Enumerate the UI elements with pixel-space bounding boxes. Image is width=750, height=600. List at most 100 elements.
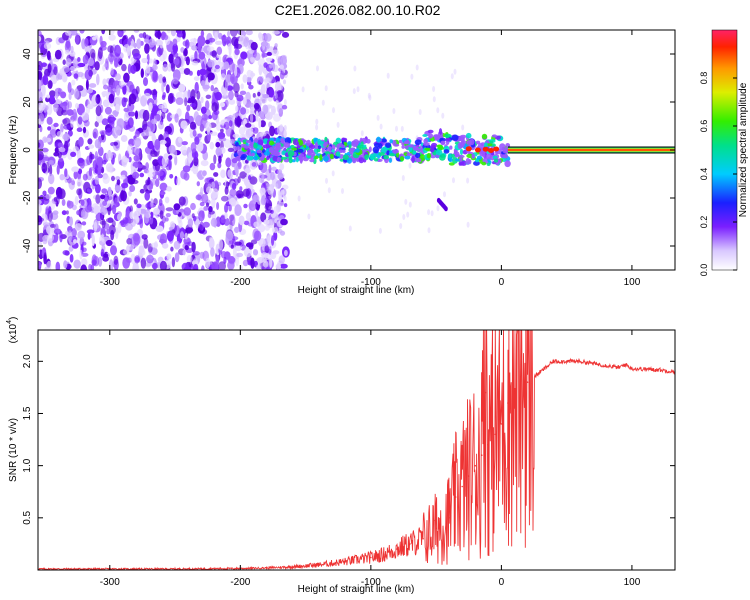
noise-blob bbox=[153, 96, 158, 106]
noise-blob bbox=[138, 33, 144, 38]
band-point bbox=[309, 159, 315, 163]
noise-blob bbox=[127, 144, 134, 155]
band-point bbox=[323, 155, 329, 162]
noise-blob bbox=[211, 181, 216, 189]
noise-blob bbox=[170, 246, 174, 252]
noise-blob bbox=[236, 115, 241, 128]
noise-blob bbox=[41, 147, 49, 153]
band-point bbox=[366, 138, 371, 144]
noise-blob bbox=[105, 127, 113, 136]
noise-blob bbox=[218, 61, 226, 70]
noise-blob bbox=[73, 170, 78, 180]
noise-blob bbox=[184, 232, 188, 240]
band-point bbox=[332, 144, 336, 150]
noise-blob bbox=[123, 44, 131, 53]
noise-blob bbox=[144, 43, 150, 54]
band-point bbox=[385, 142, 392, 148]
faint-point bbox=[392, 108, 396, 114]
noise-blob bbox=[200, 30, 205, 37]
noise-blob bbox=[214, 31, 219, 41]
noise-blob bbox=[115, 227, 119, 240]
noise-blob bbox=[126, 245, 130, 253]
x-tick-label: 0 bbox=[499, 277, 505, 288]
noise-blob bbox=[143, 77, 148, 87]
noise-blob bbox=[38, 113, 45, 125]
faint-point bbox=[368, 94, 372, 101]
noise-blob bbox=[239, 186, 243, 192]
noise-blob bbox=[130, 64, 137, 74]
noise-blob bbox=[205, 257, 211, 269]
noise-blob bbox=[174, 58, 180, 66]
noise-blob bbox=[56, 164, 60, 175]
band-point bbox=[281, 139, 285, 144]
noise-blob bbox=[206, 46, 215, 52]
noise-blob bbox=[57, 188, 66, 200]
band-point bbox=[307, 152, 312, 156]
noise-blob bbox=[90, 166, 95, 171]
band-point bbox=[417, 158, 422, 163]
noise-blob bbox=[245, 164, 250, 174]
noise-blob bbox=[208, 37, 216, 43]
noise-blob bbox=[188, 70, 193, 76]
noise-blob bbox=[73, 88, 80, 100]
colorbar-tick-label: 0.6 bbox=[699, 120, 709, 133]
y-tick-label: 40 bbox=[22, 48, 33, 60]
band-point bbox=[431, 142, 438, 148]
noise-blob bbox=[57, 142, 64, 148]
snr-point bbox=[578, 360, 581, 363]
noise-blob bbox=[81, 112, 89, 122]
noise-blob bbox=[172, 52, 179, 58]
noise-blob bbox=[159, 210, 164, 220]
band-point bbox=[459, 155, 463, 162]
band-point bbox=[404, 155, 411, 160]
noise-blob bbox=[252, 127, 259, 134]
band-point bbox=[393, 143, 400, 147]
noise-blob bbox=[56, 193, 60, 205]
noise-blob bbox=[115, 103, 120, 112]
noise-blob bbox=[100, 206, 108, 216]
band-point bbox=[369, 153, 375, 161]
noise-blob bbox=[101, 218, 106, 229]
band-point bbox=[481, 161, 487, 166]
noise-blob bbox=[133, 42, 137, 49]
noise-blob bbox=[180, 120, 188, 130]
faint-point bbox=[315, 118, 319, 125]
noise-blob bbox=[103, 84, 109, 90]
noise-blob bbox=[42, 238, 48, 245]
noise-blob bbox=[215, 147, 222, 157]
noise-blob bbox=[38, 217, 43, 226]
snr-point bbox=[174, 568, 176, 570]
band-point bbox=[241, 154, 248, 159]
noise-blob bbox=[189, 121, 197, 130]
noise-blob bbox=[107, 114, 116, 125]
noise-blob bbox=[101, 30, 106, 35]
band-point bbox=[341, 144, 346, 149]
noise-blob bbox=[96, 73, 100, 86]
noise-blob bbox=[189, 102, 197, 108]
noise-blob bbox=[209, 236, 214, 242]
noise-blob bbox=[53, 122, 59, 128]
noise-blob bbox=[166, 253, 172, 260]
band-point bbox=[443, 149, 450, 154]
band-point bbox=[489, 140, 494, 144]
noise-blob bbox=[228, 204, 232, 212]
noise-blob bbox=[74, 195, 79, 206]
noise-blob bbox=[102, 159, 107, 165]
noise-blob bbox=[75, 103, 79, 109]
band-point bbox=[471, 153, 476, 159]
snr-point bbox=[474, 464, 477, 467]
noise-blob bbox=[133, 198, 138, 205]
noise-blob bbox=[266, 51, 273, 56]
noise-blob bbox=[94, 121, 99, 128]
noise-blob bbox=[144, 191, 150, 201]
noise-blob bbox=[128, 97, 132, 107]
noise-blob bbox=[106, 217, 114, 223]
noise-blob bbox=[268, 164, 272, 174]
faint-point bbox=[274, 174, 278, 181]
noise-blob bbox=[38, 178, 42, 189]
noise-blob bbox=[78, 136, 84, 147]
snr-point bbox=[513, 391, 516, 394]
noise-blob bbox=[100, 194, 106, 200]
noise-blob bbox=[220, 119, 225, 126]
noise-blob bbox=[65, 30, 72, 36]
